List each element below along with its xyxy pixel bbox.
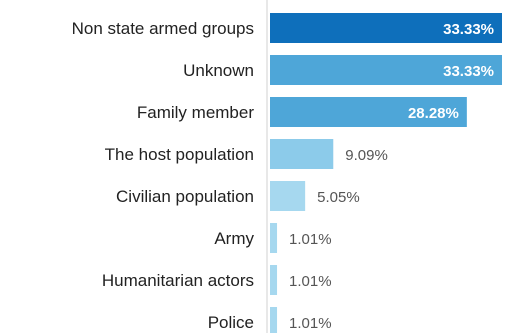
category-label: Civilian population — [116, 187, 254, 206]
category-label: Non state armed groups — [72, 19, 254, 38]
category-label: Unknown — [183, 61, 254, 80]
bar — [270, 13, 502, 43]
bar — [270, 139, 334, 169]
category-label: The host population — [105, 145, 254, 164]
value-label: 1.01% — [289, 231, 332, 248]
bar — [270, 181, 306, 211]
value-label: 28.28% — [408, 105, 459, 122]
bar — [270, 97, 467, 127]
bar — [270, 55, 502, 85]
category-label: Army — [214, 229, 254, 248]
value-label: 33.33% — [443, 21, 494, 38]
value-label: 5.05% — [317, 189, 360, 206]
category-label: Police — [208, 313, 254, 332]
value-label: 1.01% — [289, 315, 332, 332]
value-label: 9.09% — [345, 147, 388, 164]
value-label: 1.01% — [289, 273, 332, 290]
value-label: 33.33% — [443, 63, 494, 80]
bar — [270, 223, 278, 253]
category-label: Family member — [137, 103, 254, 122]
bar — [270, 265, 278, 295]
category-label: Humanitarian actors — [102, 271, 254, 290]
bar — [270, 307, 278, 333]
